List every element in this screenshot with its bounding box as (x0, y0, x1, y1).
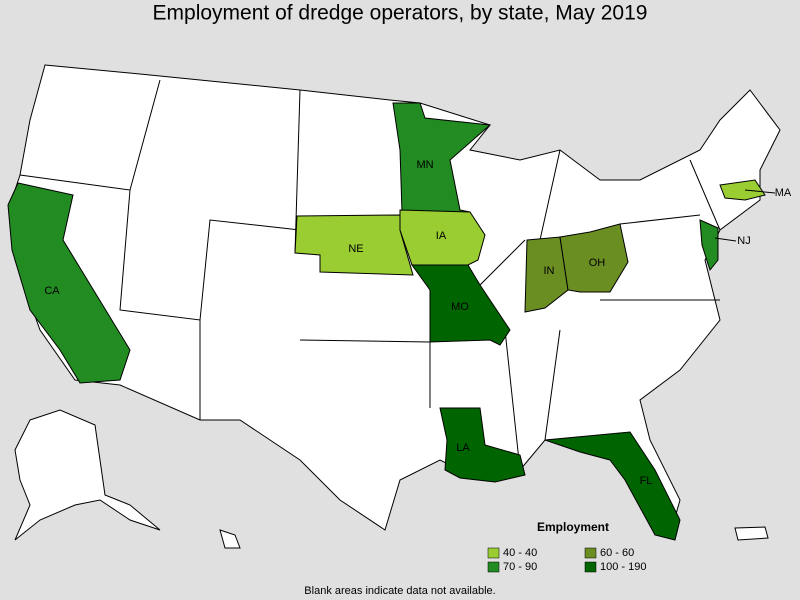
leader-line (714, 237, 737, 242)
state-shape (544, 431, 681, 541)
legend-label: 40 - 40 (503, 547, 537, 559)
state-shape (559, 223, 629, 293)
state-label: IN (544, 265, 555, 277)
legend-swatch (584, 561, 597, 573)
state-label: MA (775, 187, 792, 199)
hawaii (219, 529, 241, 549)
state-label: OH (589, 257, 606, 269)
map-title: Employment of dredge operators, by state… (153, 2, 648, 25)
legend-title: Employment (537, 520, 609, 534)
state-label: LA (456, 442, 470, 454)
state-borders (19, 79, 721, 471)
state-label: FL (640, 475, 653, 487)
state-shape (392, 102, 492, 213)
state-shape (399, 209, 486, 266)
state-label: CA (44, 285, 60, 297)
alaska (14, 409, 161, 541)
puerto-rico (734, 526, 769, 541)
footnote: Blank areas indicate data not available. (304, 585, 495, 597)
state-label: IA (436, 230, 447, 242)
state-shape (524, 236, 569, 313)
legend-label: 70 - 90 (503, 561, 537, 573)
legend-swatch (487, 547, 500, 559)
legend-swatch (584, 547, 597, 559)
state-shape (7, 182, 131, 384)
state-label: NE (348, 243, 363, 255)
leader-line (744, 189, 776, 194)
state-label: NJ (737, 235, 750, 247)
state-shape (719, 179, 766, 201)
us-outline (9, 64, 781, 536)
state-shape (439, 407, 526, 483)
state-shape (411, 264, 511, 346)
legend-swatch (487, 561, 500, 573)
state-label: MO (451, 301, 469, 313)
legend: 40 - 40 60 - 60 70 - 90 100 - 190 (487, 547, 646, 573)
state-label: MN (416, 159, 433, 171)
state-shape (699, 219, 719, 272)
legend-label: 60 - 60 (600, 547, 634, 559)
legend-label: 100 - 190 (600, 561, 646, 573)
states: CA MN NE IA MO IN OH NJ MA LA FL (7, 102, 792, 541)
